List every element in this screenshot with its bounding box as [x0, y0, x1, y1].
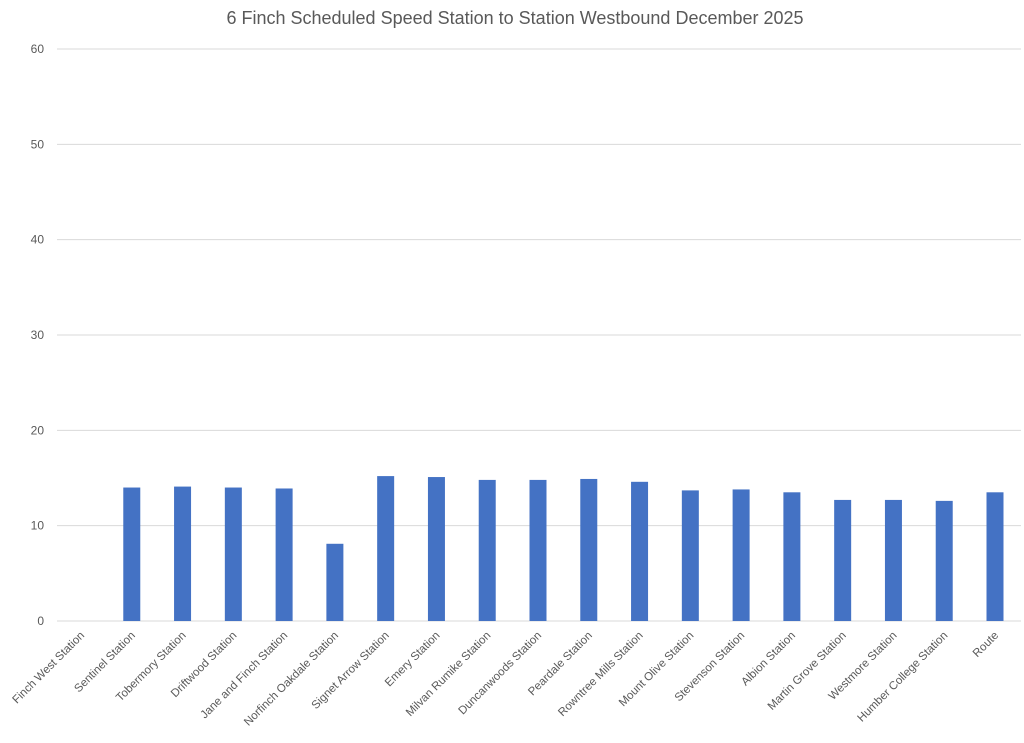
x-tick-label: Rowntree Mills Station [556, 630, 645, 719]
bar [478, 479, 496, 621]
bar [681, 490, 699, 621]
bar [123, 487, 141, 621]
bar [326, 543, 344, 621]
bar [935, 500, 953, 621]
bar [580, 478, 598, 621]
x-tick-label: Norfinch Oakdale Station [242, 630, 341, 729]
bar [732, 489, 750, 621]
x-tick-label: Duncanwoods Station [457, 630, 545, 718]
y-tick-label: 40 [31, 233, 45, 247]
x-tick-label: Route [971, 630, 1001, 660]
x-tick-label: Finch West Station [11, 630, 88, 707]
bar [224, 487, 242, 621]
bars [123, 476, 1004, 621]
y-axis-ticks: 0 10 20 30 40 50 60 [31, 42, 45, 628]
y-tick-label: 50 [31, 137, 45, 151]
bar [529, 479, 547, 621]
y-tick-label: 0 [37, 614, 44, 628]
bar [377, 476, 395, 621]
x-tick-label: Milvan Rumike Station [404, 630, 493, 719]
bar [174, 486, 192, 621]
bar [834, 499, 852, 621]
y-tick-label: 60 [31, 42, 45, 56]
x-tick-label: Jane and Finch Station [199, 630, 291, 722]
bar [986, 492, 1004, 621]
y-tick-label: 20 [31, 423, 45, 437]
bar [275, 488, 293, 621]
bar [427, 477, 445, 621]
y-tick-label: 10 [31, 519, 45, 533]
x-tick-label: Humber College Station [856, 630, 951, 725]
bar [631, 481, 649, 621]
y-tick-label: 30 [31, 328, 45, 342]
chart-title: 6 Finch Scheduled Speed Station to Stati… [226, 8, 803, 28]
bar [884, 499, 902, 621]
bar [783, 492, 801, 621]
gridlines [57, 48, 1021, 622]
